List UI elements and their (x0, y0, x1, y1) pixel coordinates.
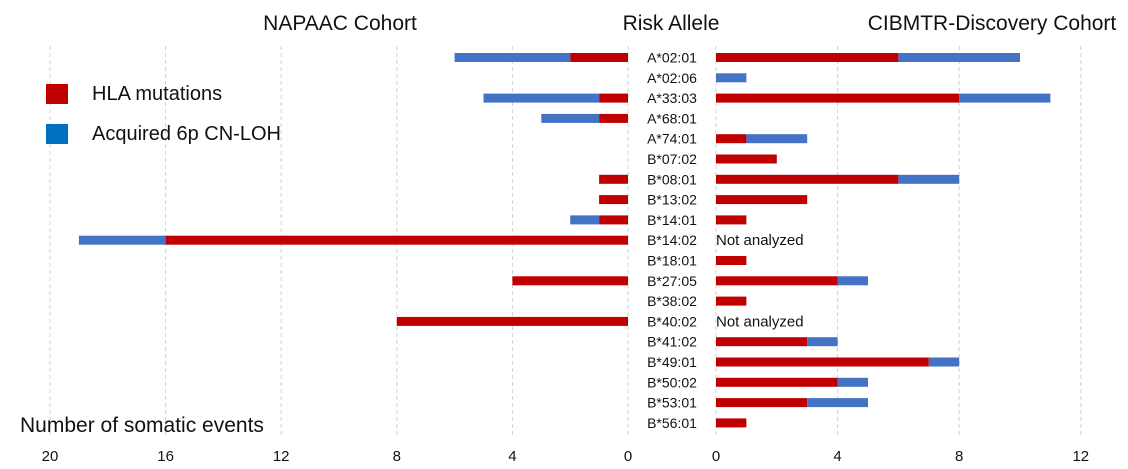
tick-label-right: 0 (712, 448, 720, 465)
bar-right-cn-loh (928, 357, 960, 367)
tick-label-right: 4 (833, 448, 841, 465)
bar-left-hla-mutations (599, 93, 628, 103)
bar-right-hla-mutations (716, 154, 777, 164)
category-label: B*14:01 (647, 212, 697, 228)
legend-swatch-hla-mutations (46, 84, 68, 104)
bar-right-cn-loh (716, 73, 747, 83)
bar-right-cn-loh (837, 377, 868, 387)
bar-right-hla-mutations (716, 195, 808, 205)
category-label: A*68:01 (647, 110, 697, 126)
category-label: B*49:01 (647, 354, 697, 370)
category-label: B*13:02 (647, 192, 697, 208)
legend-item-cn-loh: Acquired 6p CN-LOH (46, 114, 281, 154)
legend-swatch-cn-loh (46, 124, 68, 144)
tick-label-left: 0 (624, 448, 632, 465)
category-label: A*02:06 (647, 70, 697, 86)
category-label: B*18:01 (647, 253, 697, 269)
not-analyzed-label: Not analyzed (716, 232, 804, 249)
bars (78, 53, 1051, 428)
left-panel-title: NAPAAC Cohort (263, 12, 417, 35)
bar-right-hla-mutations (716, 93, 960, 103)
category-label: B*08:01 (647, 171, 697, 187)
bar-right-hla-mutations (716, 357, 929, 367)
tick-label-left: 8 (393, 448, 401, 465)
bar-right-hla-mutations (716, 134, 747, 144)
not-analyzed-label: Not analyzed (716, 313, 804, 330)
category-label: A*33:03 (647, 90, 697, 106)
bar-left-cn-loh (78, 235, 166, 245)
bar-right-hla-mutations (716, 215, 747, 225)
tick-label-right: 12 (1072, 448, 1089, 465)
bar-right-hla-mutations (716, 53, 899, 62)
bar-right-cn-loh (898, 53, 1020, 62)
category-label: B*53:01 (647, 395, 697, 411)
tick-label-left: 16 (157, 448, 174, 465)
category-label: B*14:02 (647, 232, 697, 248)
bar-left-hla-mutations (512, 276, 628, 286)
bar-left-cn-loh (541, 113, 600, 123)
x-axis-label: Number of somatic events (20, 414, 264, 437)
legend: HLA mutations Acquired 6p CN-LOH (46, 74, 281, 154)
bar-right-hla-mutations (716, 296, 747, 306)
category-label: B*41:02 (647, 334, 697, 350)
bar-left-hla-mutations (599, 195, 628, 205)
bar-left-hla-mutations (599, 113, 628, 123)
tick-label-left: 20 (42, 448, 59, 465)
right-panel-title: CIBMTR-Discovery Cohort (868, 12, 1117, 35)
bar-right-cn-loh (898, 174, 960, 184)
bar-right-hla-mutations (716, 256, 747, 265)
legend-label-cn-loh: Acquired 6p CN-LOH (92, 122, 281, 145)
category-label: B*56:01 (647, 415, 697, 431)
category-label: B*50:02 (647, 374, 697, 390)
bar-right-hla-mutations (716, 174, 899, 184)
bar-left-cn-loh (570, 215, 600, 225)
category-label: A*02:01 (647, 50, 697, 66)
bar-left-hla-mutations (570, 53, 628, 62)
bar-left-cn-loh (454, 53, 571, 62)
category-label: A*74:01 (647, 131, 697, 147)
bar-left-hla-mutations (165, 235, 628, 245)
tick-label-left: 4 (508, 448, 516, 465)
bar-right-cn-loh (807, 337, 838, 347)
bar-right-cn-loh (746, 134, 808, 144)
bar-left-cn-loh (483, 93, 600, 103)
bar-left-hla-mutations (396, 316, 628, 326)
bar-right-cn-loh (959, 93, 1051, 103)
bar-right-cn-loh (837, 276, 868, 286)
tick-label-right: 8 (955, 448, 963, 465)
bar-right-hla-mutations (716, 398, 808, 408)
bar-right-hla-mutations (716, 337, 808, 347)
category-label: B*07:02 (647, 151, 697, 167)
bar-right-cn-loh (807, 398, 868, 408)
tick-label-left: 12 (273, 448, 290, 465)
bar-left-hla-mutations (599, 215, 628, 225)
bar-right-hla-mutations (716, 418, 747, 428)
bar-right-hla-mutations (716, 276, 838, 286)
labels: 20 16 12 8 4 0 0 4 8 12 A*02:01 A*02:06 A*33:03 A*68:… (42, 50, 1089, 466)
bar-left-hla-mutations (599, 174, 628, 184)
category-label: B*40:02 (647, 313, 697, 329)
legend-label-hla-mutations: HLA mutations (92, 82, 223, 105)
legend-item-hla-mutations: HLA mutations (46, 74, 281, 114)
bar-right-hla-mutations (716, 377, 838, 387)
category-label: B*27:05 (647, 273, 697, 289)
center-title: Risk Allele (623, 12, 720, 35)
category-label: B*38:02 (647, 293, 697, 309)
